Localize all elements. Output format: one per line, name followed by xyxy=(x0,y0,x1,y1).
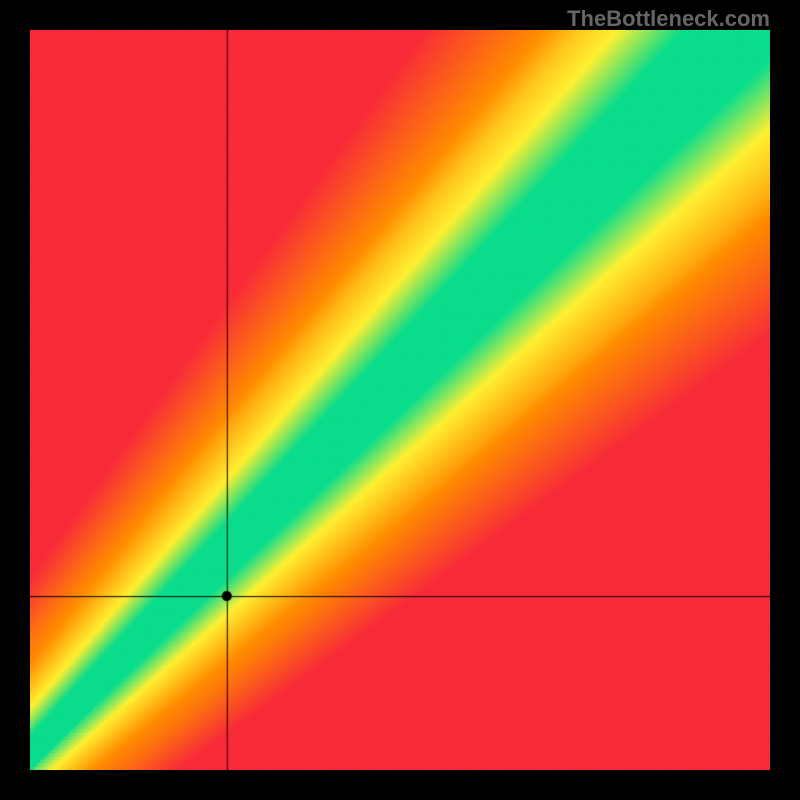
heatmap-canvas xyxy=(30,30,770,770)
heatmap-chart xyxy=(30,30,770,770)
watermark-text: TheBottleneck.com xyxy=(567,6,770,32)
